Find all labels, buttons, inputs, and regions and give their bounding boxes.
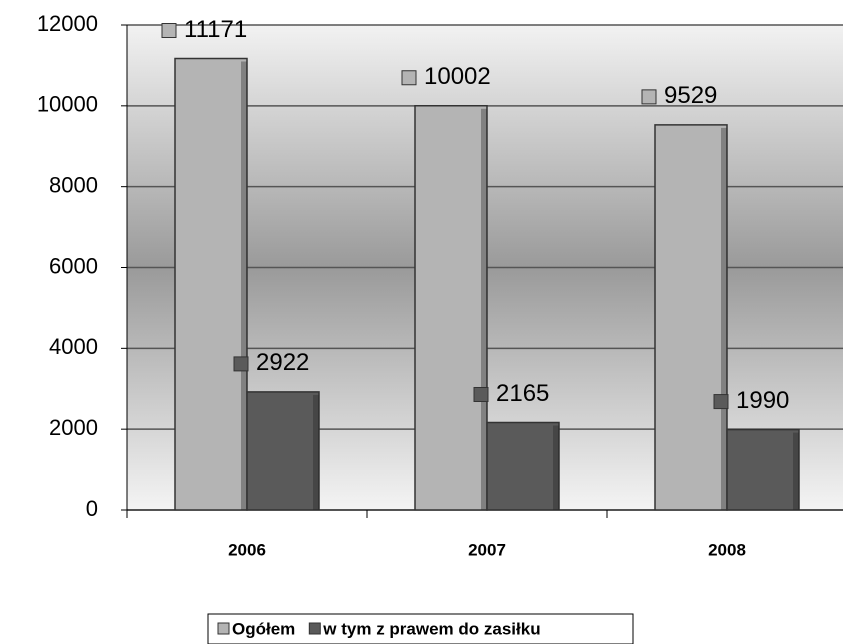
data-label: 2922 xyxy=(256,349,309,376)
legend-key xyxy=(308,622,321,635)
data-label: 1990 xyxy=(736,387,789,414)
legend-label: w tym z prawem do zasiłku xyxy=(322,619,540,638)
label-key xyxy=(713,394,729,410)
bar xyxy=(246,391,320,511)
label-key xyxy=(161,23,177,39)
bar-side xyxy=(313,394,319,510)
legend: Ogółem w tym z prawem do zasiłku xyxy=(207,613,634,644)
x-tick-label: 2007 xyxy=(468,540,506,559)
y-tick-label: 2000 xyxy=(49,415,98,440)
bar xyxy=(174,57,248,511)
bar-side xyxy=(553,425,559,510)
bar xyxy=(414,105,488,511)
legend-box xyxy=(207,613,634,644)
label-key xyxy=(641,89,657,105)
x-tick-label: 2006 xyxy=(228,540,266,559)
bar-side xyxy=(721,127,727,511)
y-tick-label: 0 xyxy=(86,496,98,521)
bar xyxy=(486,421,560,511)
label-key xyxy=(473,386,489,402)
label-key xyxy=(233,356,249,372)
data-label: 11171 xyxy=(184,16,247,43)
y-tick-label: 4000 xyxy=(49,334,98,359)
data-label: 9529 xyxy=(664,82,717,109)
y-tick-label: 12000 xyxy=(37,11,98,36)
y-tick-label: 10000 xyxy=(37,92,98,117)
x-tick-label: 2008 xyxy=(708,540,746,559)
bar xyxy=(726,428,800,511)
bar-side xyxy=(241,61,247,510)
label-key xyxy=(401,70,417,86)
bar-side xyxy=(481,108,487,510)
bar xyxy=(654,124,728,511)
data-label: 2165 xyxy=(496,380,549,407)
legend-label: Ogółem xyxy=(232,619,295,638)
y-tick-label: 6000 xyxy=(49,253,98,278)
y-tick-label: 8000 xyxy=(49,172,98,197)
bar-side xyxy=(793,432,799,510)
data-label: 10002 xyxy=(424,63,491,90)
legend-key xyxy=(217,622,230,635)
